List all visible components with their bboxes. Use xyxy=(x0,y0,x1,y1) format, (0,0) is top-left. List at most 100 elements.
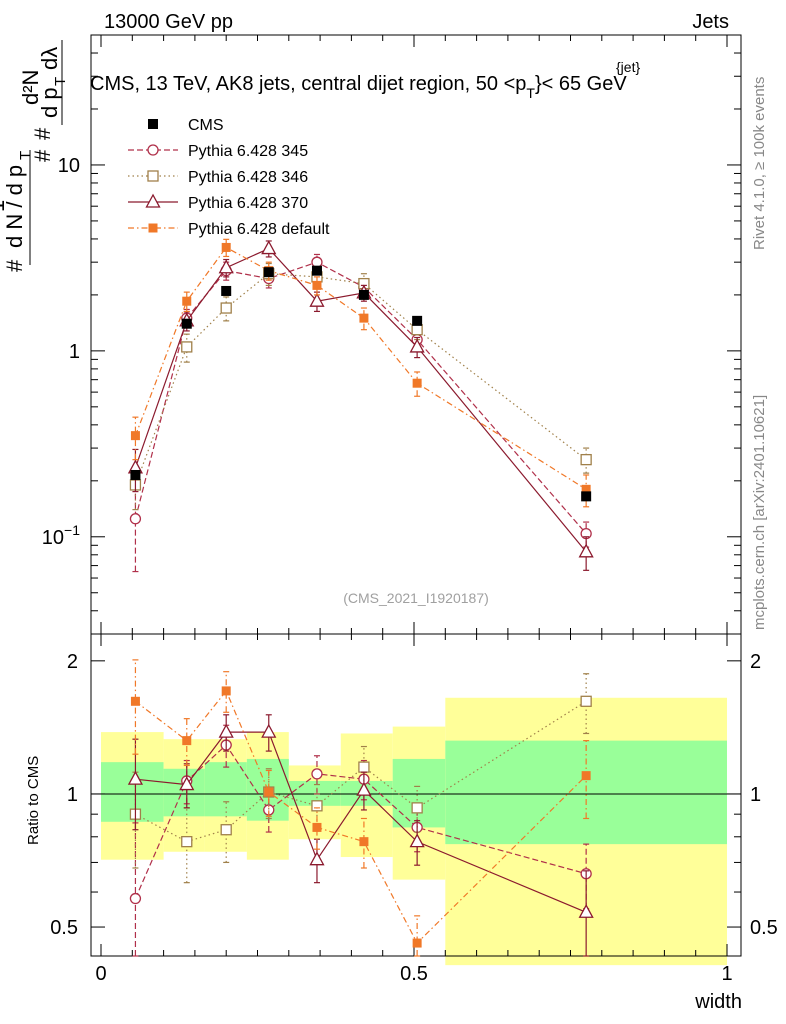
ratio-series-0-point-4 xyxy=(311,768,323,780)
ratio-series-3-point-3 xyxy=(264,787,274,797)
x-tick-label-0: 0 xyxy=(95,963,106,985)
top-series-3-point-0 xyxy=(130,431,140,441)
ratio-series-1-point-4 xyxy=(311,800,323,812)
mcplots-label: mcplots.cern.ch [arXiv:2401.10621] xyxy=(751,395,768,630)
legend-marker-1 xyxy=(147,170,159,182)
chart-title-superscript: {jet} xyxy=(616,59,640,75)
top-y-tick-label-2: 10 xyxy=(58,155,80,177)
legend-label-2: Pythia 6.428 370 xyxy=(188,195,308,212)
ratio-y-tick-label-left-1: 1 xyxy=(67,784,78,806)
ratio-series-1-point-6 xyxy=(411,802,423,814)
ratio-series-3-point-2 xyxy=(221,686,231,696)
top-series-1-point-6 xyxy=(411,324,423,336)
ratio-series-2 xyxy=(127,714,594,957)
top-y-tick-label-0: 10−1 xyxy=(42,522,80,549)
top-series-2-point-6 xyxy=(409,338,425,353)
tick-labels: 0 0.5 1 10−1 1 10 0.5 0.5 1 1 2 2 xyxy=(42,155,778,985)
top-series-3-point-2 xyxy=(221,242,231,252)
top-panel-series xyxy=(127,238,594,573)
ratio-series-3-point-7 xyxy=(581,771,591,781)
svg-text:d N / d p: d N / d p xyxy=(2,165,27,248)
ratio-series-3 xyxy=(130,659,591,957)
ratio-series-2-point-0 xyxy=(127,770,144,785)
ratio-series-3-point-0 xyxy=(130,696,140,706)
ratio-y-axis-label: Ratio to CMS xyxy=(25,756,42,845)
plot-axes xyxy=(90,34,742,957)
legend-cms-marker xyxy=(148,119,158,129)
top-series-line-3 xyxy=(134,246,587,490)
top-series-1-point-7 xyxy=(580,453,592,466)
legend-entry-0: Pythia 6.428 345 xyxy=(128,143,308,160)
top-series-3-point-5 xyxy=(359,313,369,323)
svg-text:dλ: dλ xyxy=(37,47,62,70)
top-series-line-2 xyxy=(134,247,587,553)
band-stat-6 xyxy=(392,758,446,828)
top-series-0-point-0 xyxy=(129,513,142,525)
ratio-series-2-point-5 xyxy=(356,781,372,796)
legend-label-0: Pythia 6.428 345 xyxy=(188,143,308,160)
ratio-series-1-point-7 xyxy=(580,695,592,707)
ratio-series-2-point-7 xyxy=(578,903,594,918)
top-series-1-point-1 xyxy=(181,341,193,353)
ratio-y-tick-label-right-2: 2 xyxy=(750,651,761,673)
top-y-axis-label: # d N / d p T 1 # # d p T dλ d²N xyxy=(0,40,69,272)
analysis-tag: (CMS_2021_I1920187) xyxy=(343,590,489,606)
ratio-series-3-point-1 xyxy=(182,736,192,746)
svg-text:#: # xyxy=(30,149,55,162)
svg-text:1: 1 xyxy=(0,200,9,212)
cms-point-7 xyxy=(581,491,592,502)
svg-text:T: T xyxy=(17,151,34,160)
legend-label-3: Pythia 6.428 default xyxy=(188,221,330,238)
header-energy: 13000 GeV pp xyxy=(104,11,233,33)
ratio-series-line-3 xyxy=(135,689,587,945)
top-series-3-point-6 xyxy=(412,378,422,388)
legend-entry-cms: CMS xyxy=(148,117,224,134)
top-y-tick-label-1: 1 xyxy=(69,341,80,363)
svg-text:T: T xyxy=(52,77,69,86)
ratio-series-line-2 xyxy=(135,731,587,913)
legend-entry-3: Pythia 6.428 default xyxy=(128,221,330,238)
top-series-3-point-1 xyxy=(182,296,192,306)
x-tick-label-2: 1 xyxy=(721,963,732,985)
ratio-y-tick-label-right-0: 0.5 xyxy=(750,917,778,939)
top-series-0-point-4 xyxy=(311,256,323,268)
cms-point-4 xyxy=(311,265,322,276)
top-series-line-0 xyxy=(134,261,587,535)
ratio-panel-series xyxy=(127,659,594,957)
ratio-series-1-point-1 xyxy=(181,835,193,848)
header-jets: Jets xyxy=(692,11,729,33)
svg-text:#: # xyxy=(2,259,27,272)
ratio-series-2-point-1 xyxy=(179,776,195,791)
legend-marker-3 xyxy=(148,223,158,233)
svg-text:d p: d p xyxy=(37,87,62,118)
ratio-series-2-point-2 xyxy=(218,723,234,738)
ratio-series-2-point-4 xyxy=(309,851,325,866)
ratio-series-2-point-6 xyxy=(409,833,425,848)
top-series-2-point-4 xyxy=(309,292,325,307)
x-axis-label: width xyxy=(694,991,742,1013)
legend-marker-2 xyxy=(145,193,161,208)
legend: CMS Pythia 6.428 345 Pythia 6.428 346 Pythi… xyxy=(128,117,330,238)
top-series-2-point-2 xyxy=(218,259,234,274)
top-series-3 xyxy=(130,238,591,508)
ratio-series-0-point-0 xyxy=(129,892,142,905)
cms-point-2 xyxy=(221,285,232,296)
ratio-series-3-point-6 xyxy=(412,938,422,948)
cms-point-6 xyxy=(412,315,423,326)
ratio-y-tick-label-left-0: 0.5 xyxy=(50,917,78,939)
cms-point-3 xyxy=(263,267,274,278)
top-series-1-point-2 xyxy=(220,302,232,314)
cms-point-0 xyxy=(130,469,141,480)
ratio-series-1-point-2 xyxy=(220,824,232,836)
cms-point-5 xyxy=(358,289,369,300)
legend-cms-label: CMS xyxy=(188,117,224,134)
ratio-series-3-point-5 xyxy=(359,837,369,847)
rivet-version-label: Rivet 4.1.0, ≥ 100k events xyxy=(751,77,768,250)
legend-label-1: Pythia 6.428 346 xyxy=(188,169,308,186)
legend-marker-0 xyxy=(147,144,159,156)
band-stat-7 xyxy=(445,740,727,845)
ratio-series-1-point-5 xyxy=(358,761,370,773)
cms-data-series xyxy=(130,265,592,502)
top-series-3-point-4 xyxy=(312,280,322,290)
